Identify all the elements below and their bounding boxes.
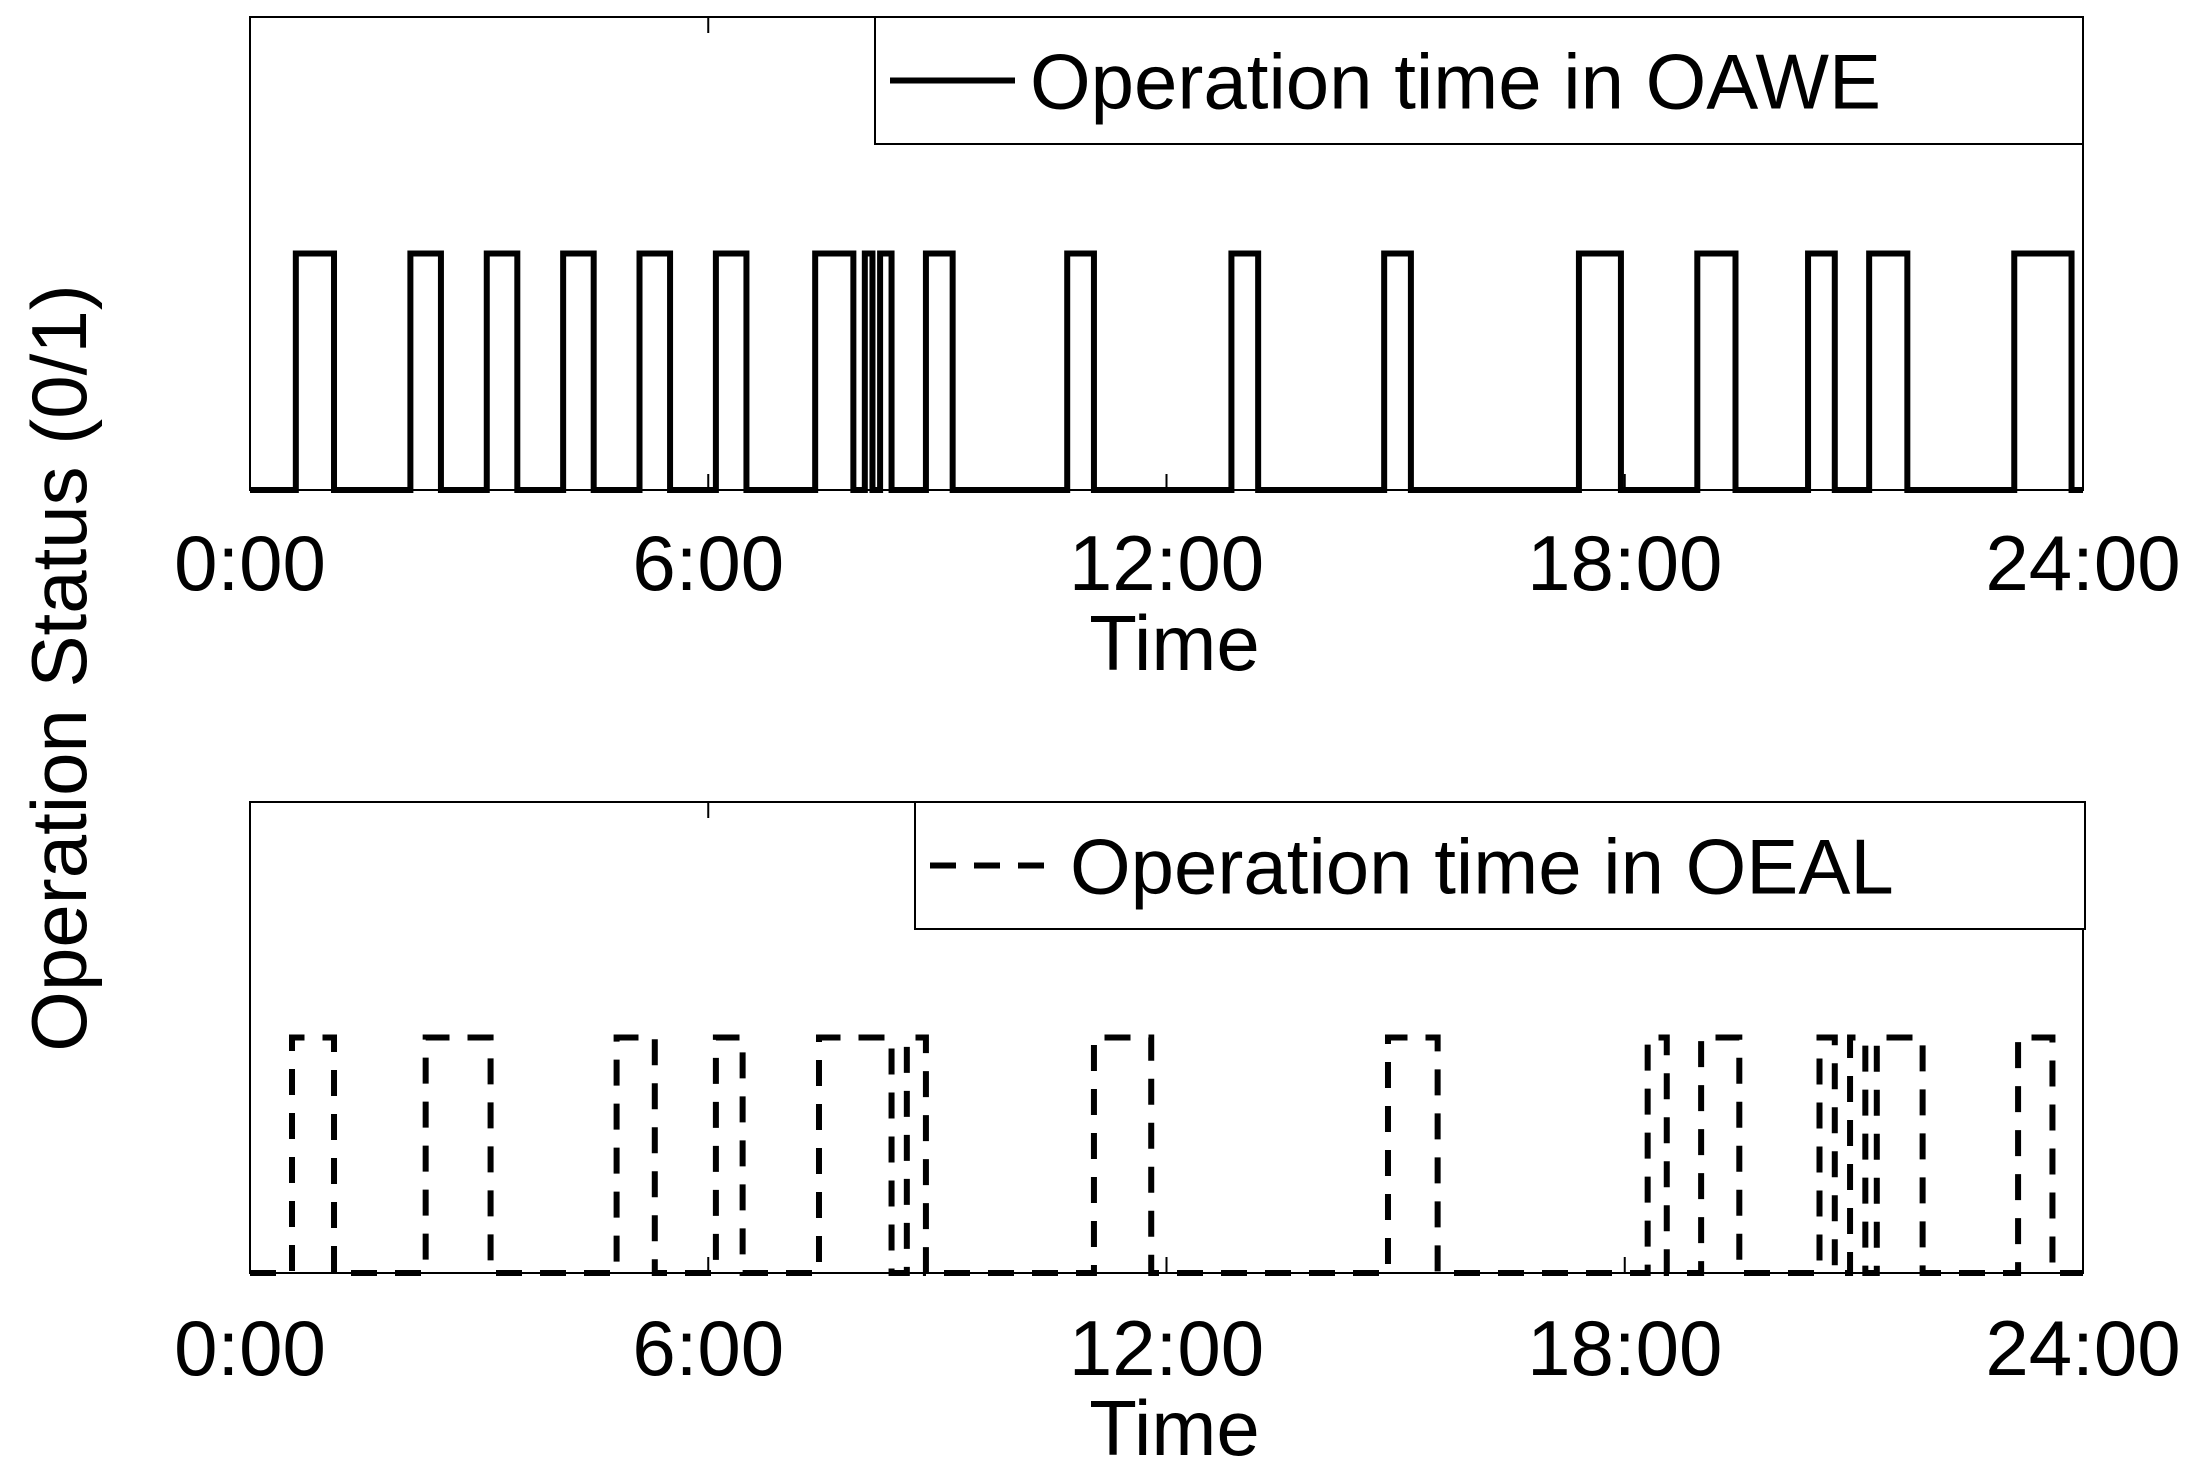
x-tick-label: 0:00 bbox=[174, 519, 326, 607]
x-axis-label: Time bbox=[1089, 599, 1259, 687]
legend-label: Operation time in OAWE bbox=[1030, 38, 1881, 126]
x-tick-label: 18:00 bbox=[1527, 519, 1722, 607]
panel-bottom: 0:00 6:00 12:00 18:00 24:00 Time Operation tim… bbox=[174, 801, 2181, 1472]
x-tick-label: 6:00 bbox=[632, 519, 784, 607]
panel-top: 0:00 6:00 12:00 18:00 24:00 Time Operation tim… bbox=[174, 16, 2181, 687]
legend-box bbox=[914, 801, 2086, 930]
x-tick-label: 12:00 bbox=[1069, 1304, 1264, 1392]
x-tick-label: 18:00 bbox=[1527, 1304, 1722, 1392]
series-line-oawe bbox=[250, 250, 2083, 493]
x-tick-label: 24:00 bbox=[1985, 519, 2180, 607]
legend-box bbox=[874, 16, 2084, 145]
series-line-oeal bbox=[250, 1034, 2083, 1276]
shared-y-axis-label: Operation Status (0/1) bbox=[15, 284, 103, 1051]
x-tick-label: 12:00 bbox=[1069, 519, 1264, 607]
x-tick-label: 0:00 bbox=[174, 1304, 326, 1392]
legend: Operation time in OAWE bbox=[874, 16, 2084, 145]
legend-label: Operation time in OEAL bbox=[1070, 823, 1894, 911]
x-tick-label: 24:00 bbox=[1985, 1304, 2180, 1392]
x-axis-label: Time bbox=[1089, 1384, 1259, 1472]
legend: Operation time in OEAL bbox=[914, 801, 2086, 930]
x-tick-label: 6:00 bbox=[632, 1304, 784, 1392]
